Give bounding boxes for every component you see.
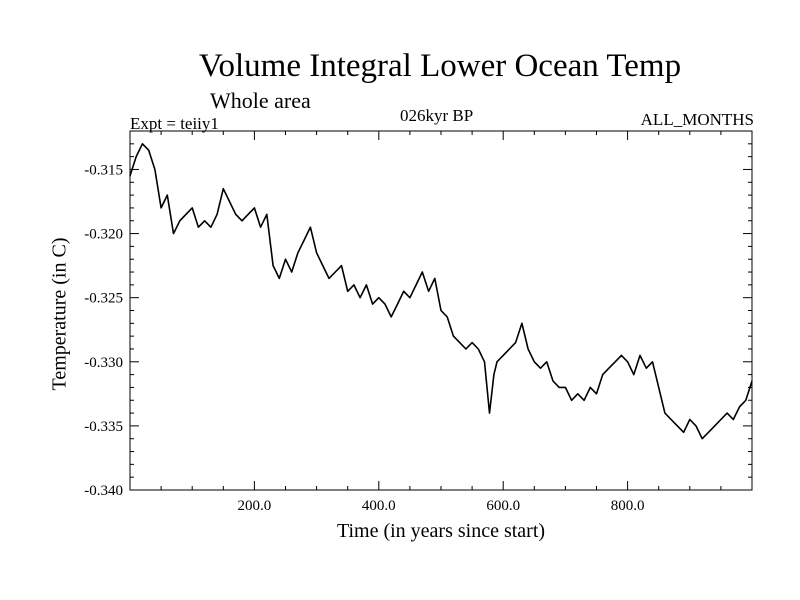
x-axis-label: Time (in years since start) — [336, 520, 546, 542]
temperature-series-line — [129, 143, 753, 440]
x-tick-label: 200.0 — [238, 498, 272, 514]
y-tick-label: -0.320 — [84, 227, 123, 243]
x-tick-label: 400.0 — [362, 498, 396, 514]
months-label: ALL_MONTHS — [640, 110, 754, 129]
y-tick-label: -0.325 — [84, 291, 123, 307]
y-tick-label: -0.330 — [84, 355, 123, 371]
chart-subtitle: Whole area — [210, 88, 311, 113]
y-tick-label: -0.315 — [84, 162, 123, 178]
experiment-label: Expt = teiiy1 — [130, 114, 219, 133]
x-tick-label: 800.0 — [611, 498, 645, 514]
y-tick-label: -0.340 — [84, 483, 123, 499]
y-axis-label: Temperature (in C) — [48, 237, 71, 391]
period-label: 026kyr BP — [400, 106, 474, 125]
y-tick-label: -0.335 — [84, 419, 123, 435]
x-tick-label: 600.0 — [486, 498, 520, 514]
chart-title: Volume Integral Lower Ocean Temp — [198, 48, 682, 84]
